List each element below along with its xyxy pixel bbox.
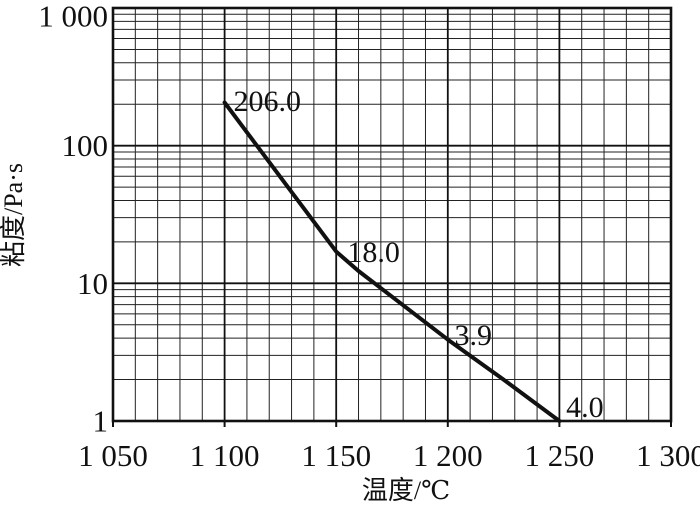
point-label: 3.9 [454,319,492,352]
point-label: 206.0 [234,85,302,118]
axis-tick-labels: 1 050 1 100 1 150 1 200 1 250 1 300 1 10 100 1 00… [38,0,700,473]
y-tick-label: 100 [62,128,109,163]
y-tick-label: 1 000 [38,0,108,34]
plot-border [111,6,673,423]
y-tick-label: 10 [77,266,108,301]
y-tick-label: 1 [93,404,109,439]
y-axis-title: 粘度/Pa·s [0,163,28,267]
x-axis-title: 温度/℃ [362,476,450,505]
x-tick-label: 1 150 [301,438,371,473]
x-tick-label: 1 200 [413,438,483,473]
grid-minor-lines [113,8,671,421]
x-tick-label: 1 300 [636,438,700,473]
point-label: 18.0 [347,236,400,269]
x-tick-label: 1 050 [78,438,148,473]
grid-major-lines [113,8,671,421]
point-label: 4.0 [566,391,604,424]
x-tick-label: 1 250 [525,438,595,473]
x-tick-label: 1 100 [190,438,260,473]
data-point-labels: 206.0 18.0 3.9 4.0 [234,85,604,424]
viscosity-curve [222,100,562,423]
